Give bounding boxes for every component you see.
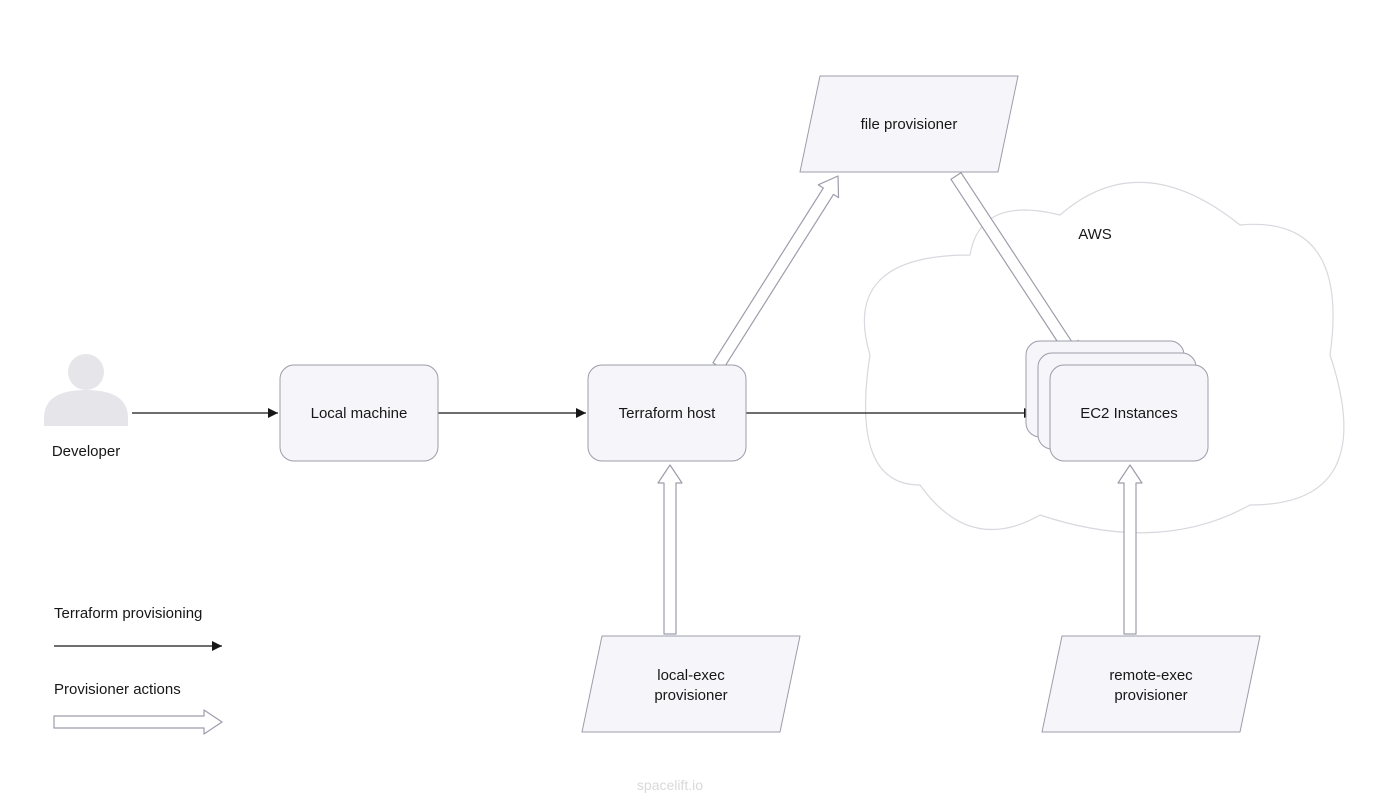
svg-text:provisioner: provisioner — [654, 687, 727, 704]
edge-terraform_host-file_provisioner — [713, 176, 839, 369]
svg-text:remote-exec: remote-exec — [1109, 667, 1193, 684]
edge-remote_exec-ec2_instances — [1118, 465, 1142, 634]
svg-text:Developer: Developer — [52, 443, 120, 460]
svg-text:Provisioner actions: Provisioner actions — [54, 681, 181, 698]
remote-exec: remote-exec provisioner — [1042, 636, 1260, 732]
svg-text:provisioner: provisioner — [1114, 687, 1187, 704]
developer-icon: Developer — [44, 354, 128, 460]
local-exec: local-exec provisioner — [582, 636, 800, 732]
svg-text:Local machine: Local machine — [311, 405, 408, 422]
diagram-canvas: AWS Local machine Terraform host EC2 Instan… — [0, 0, 1400, 810]
svg-text:Terraform provisioning: Terraform provisioning — [54, 605, 202, 622]
legend: Terraform provisioning Provisioner action… — [54, 605, 222, 734]
edge-file_provisioner-ec2_instances — [951, 173, 1078, 362]
ec2-instances: EC2 Instances — [1026, 341, 1208, 461]
svg-text:EC2 Instances: EC2 Instances — [1080, 405, 1178, 422]
svg-text:file provisioner: file provisioner — [861, 116, 958, 133]
watermark: spacelift.io — [637, 777, 703, 793]
legend-hollow-arrow — [54, 710, 222, 734]
svg-text:local-exec: local-exec — [657, 667, 725, 684]
svg-text:Terraform host: Terraform host — [619, 405, 717, 422]
edge-local_exec-terraform_host — [658, 465, 682, 634]
file-provisioner: file provisioner — [800, 76, 1018, 172]
aws-label: AWS — [1078, 226, 1112, 243]
terraform-host: Terraform host — [588, 365, 746, 461]
local-machine: Local machine — [280, 365, 438, 461]
